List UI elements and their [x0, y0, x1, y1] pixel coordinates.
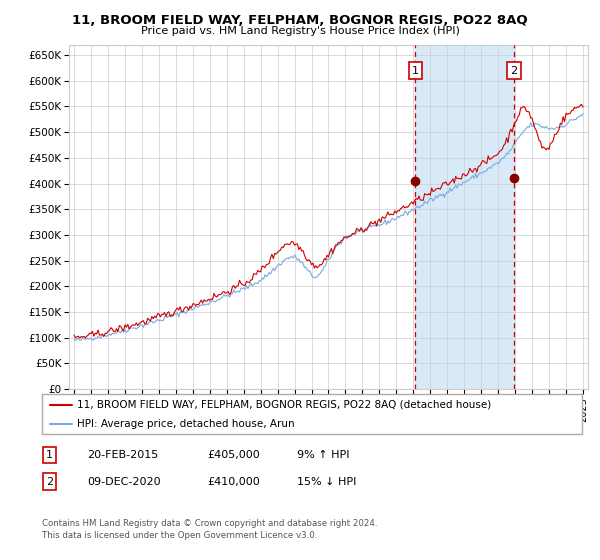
Text: 15% ↓ HPI: 15% ↓ HPI — [297, 477, 356, 487]
Text: 09-DEC-2020: 09-DEC-2020 — [87, 477, 161, 487]
Text: 1: 1 — [46, 450, 53, 460]
Text: HPI: Average price, detached house, Arun: HPI: Average price, detached house, Arun — [77, 419, 295, 429]
Text: 11, BROOM FIELD WAY, FELPHAM, BOGNOR REGIS, PO22 8AQ: 11, BROOM FIELD WAY, FELPHAM, BOGNOR REG… — [72, 14, 528, 27]
Text: 1: 1 — [412, 66, 419, 76]
Text: 9% ↑ HPI: 9% ↑ HPI — [297, 450, 349, 460]
Text: This data is licensed under the Open Government Licence v3.0.: This data is licensed under the Open Gov… — [42, 531, 317, 540]
Text: £410,000: £410,000 — [207, 477, 260, 487]
Bar — [415, 45, 514, 389]
Text: 20-FEB-2015: 20-FEB-2015 — [87, 450, 158, 460]
Text: 2: 2 — [511, 66, 518, 76]
Text: Price paid vs. HM Land Registry's House Price Index (HPI): Price paid vs. HM Land Registry's House … — [140, 26, 460, 36]
Text: £405,000: £405,000 — [207, 450, 260, 460]
Text: Contains HM Land Registry data © Crown copyright and database right 2024.: Contains HM Land Registry data © Crown c… — [42, 519, 377, 528]
FancyBboxPatch shape — [42, 394, 582, 434]
Text: 11, BROOM FIELD WAY, FELPHAM, BOGNOR REGIS, PO22 8AQ (detached house): 11, BROOM FIELD WAY, FELPHAM, BOGNOR REG… — [77, 400, 491, 410]
Text: 2: 2 — [46, 477, 53, 487]
